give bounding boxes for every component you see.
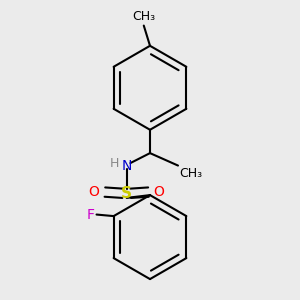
Text: N: N [122, 159, 132, 172]
Text: O: O [154, 185, 165, 199]
Text: F: F [87, 208, 95, 221]
Text: CH₃: CH₃ [180, 167, 203, 180]
Text: CH₃: CH₃ [132, 10, 155, 23]
Text: O: O [89, 185, 100, 199]
Text: S: S [121, 186, 132, 201]
Text: H: H [110, 157, 119, 169]
